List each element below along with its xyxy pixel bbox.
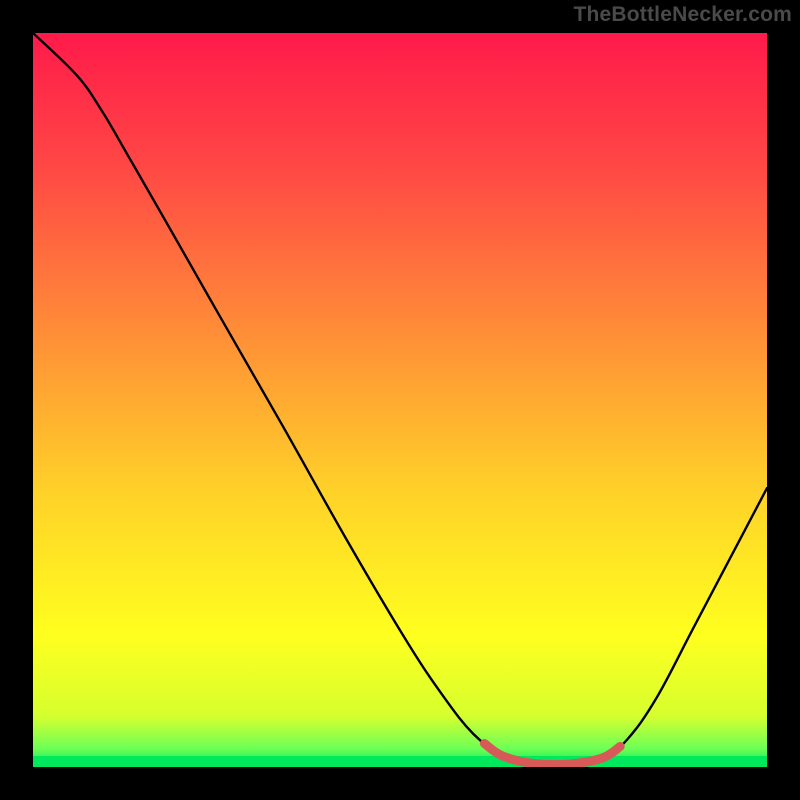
gradient-background [33, 33, 767, 767]
bottleneck-curve-chart [0, 0, 800, 800]
watermark-text: TheBottleNecker.com [573, 3, 792, 27]
bottom-green-band [33, 756, 767, 767]
